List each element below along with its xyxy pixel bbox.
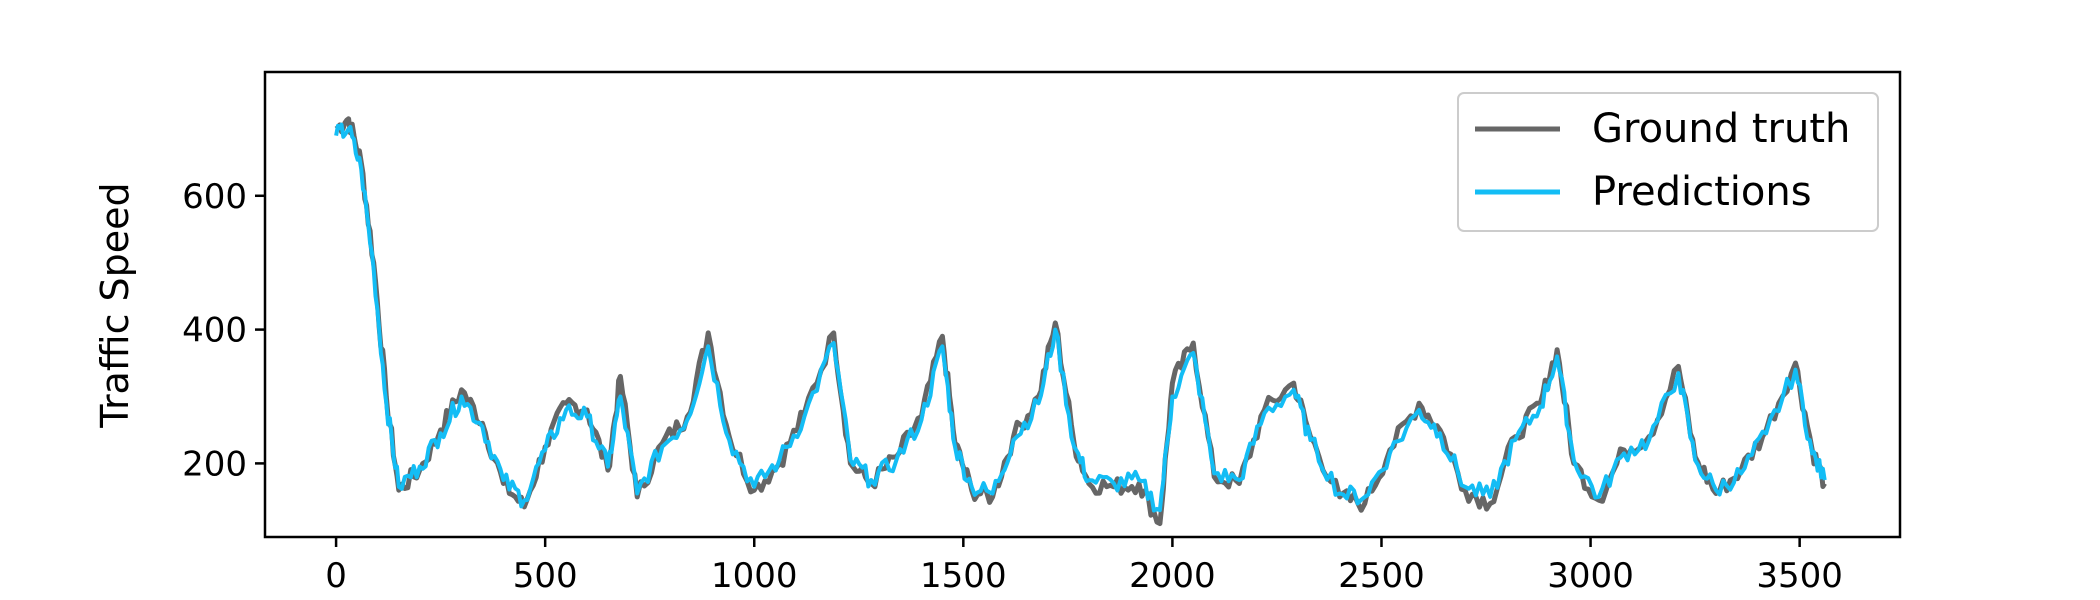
- y-axis-label: Traffic Speed: [93, 182, 137, 428]
- x-tick-label: 3000: [1547, 556, 1634, 596]
- y-tick-label: 200: [182, 444, 247, 484]
- legend-box: [1457, 92, 1879, 232]
- x-tick-label: 3500: [1756, 556, 1843, 596]
- x-tick-label: 1500: [920, 556, 1007, 596]
- legend-label-predictions: Predictions: [1592, 169, 1812, 215]
- series-line-predictions: [334, 122, 1827, 513]
- x-tick-label: 0: [325, 556, 347, 596]
- y-tick-label: 600: [182, 177, 247, 217]
- x-tick-label: 500: [513, 556, 578, 596]
- x-tick-label: 2500: [1338, 556, 1425, 596]
- plot-lines: [334, 116, 1827, 527]
- x-tick-label: 1000: [711, 556, 798, 596]
- legend: Ground truth Predictions: [1457, 92, 1879, 232]
- x-tick-label: 2000: [1129, 556, 1216, 596]
- plot-frame: [263, 70, 1902, 539]
- y-axis: 200 400 600: [182, 177, 265, 484]
- y-tick-label: 400: [182, 311, 247, 351]
- x-axis: 0 500 1000 1500 2000 2500 3000 3500: [325, 537, 1843, 596]
- legend-label-ground-truth: Ground truth: [1592, 106, 1850, 152]
